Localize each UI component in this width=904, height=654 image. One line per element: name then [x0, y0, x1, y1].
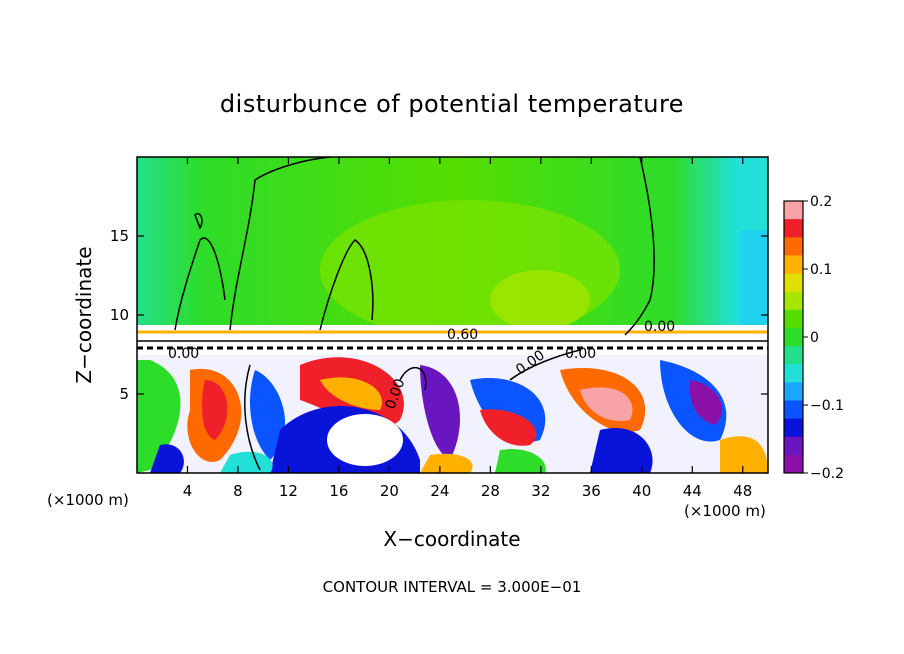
x-tick-label: 24 — [430, 482, 449, 500]
colorbar-tick-label: 0 — [810, 330, 819, 346]
contour-lines — [174, 157, 655, 471]
warm-core — [490, 270, 590, 330]
contour-label: 0.00 — [644, 319, 675, 335]
colorbar-tick-label: 0.1 — [810, 262, 832, 278]
colorbar-swatch — [784, 400, 803, 420]
colorbar-tick-label: −0.1 — [810, 398, 844, 414]
colorbar-swatch — [784, 237, 803, 256]
x-tick-label: 16 — [329, 482, 348, 500]
contour-label: 0.00 — [168, 346, 199, 362]
colorbar-swatch — [784, 346, 803, 365]
x-tick-label: 40 — [632, 482, 651, 500]
colorbar-swatch — [784, 327, 803, 347]
turbulence-blobs — [137, 357, 768, 473]
colorbar-swatch — [784, 454, 803, 474]
colorbar: 0.2 0.1 0 −0.1 −0.2 — [783, 194, 844, 482]
y-axis-label: Z−coordinate — [72, 246, 96, 383]
x-unit-label-right: (×1000 m) — [684, 502, 766, 520]
colorbar-swatch — [784, 201, 803, 220]
plot-area — [137, 157, 768, 473]
x-axis-label: X−coordinate — [383, 527, 520, 551]
colorbar-tick-label: −0.2 — [810, 466, 844, 482]
colorbar-swatch — [784, 382, 803, 401]
x-tick-label: 44 — [683, 482, 702, 500]
chart-title: disturbunce of potential temperature — [220, 90, 684, 118]
x-axis-ticks: 4 8 12 16 20 24 28 32 36 40 44 48 — [183, 157, 752, 500]
x-tick-label: 36 — [582, 482, 601, 500]
x-tick-label: 8 — [233, 482, 243, 500]
x-tick-label: 32 — [531, 482, 550, 500]
x-tick-label: 4 — [183, 482, 193, 500]
x-tick-label: 28 — [481, 482, 500, 500]
x-tick-label: 20 — [380, 482, 399, 500]
colorbar-swatch — [784, 309, 803, 329]
colorbar-swatch — [784, 273, 803, 293]
cold-edge-right — [740, 230, 768, 330]
x-unit-label-left: (×1000 m) — [47, 491, 129, 509]
colorbar-swatch — [784, 219, 803, 238]
colorbar-swatch — [784, 436, 803, 456]
contour-label: 0.60 — [447, 327, 478, 343]
y-axis-ticks: 5 10 15 — [110, 227, 768, 403]
y-tick-label: 15 — [110, 227, 129, 245]
colorbar-swatch — [784, 255, 803, 275]
y-tick-label: 5 — [119, 385, 129, 403]
inversion-band — [137, 325, 768, 355]
colorbar-swatch — [784, 418, 803, 438]
colorbar-tick-label: 0.2 — [810, 194, 832, 210]
colorbar-swatch — [784, 291, 803, 311]
x-tick-label: 12 — [279, 482, 298, 500]
colorbar-swatch — [784, 364, 803, 383]
contour-interval-note: CONTOUR INTERVAL = 3.000E−01 — [323, 578, 582, 596]
x-tick-label: 48 — [733, 482, 752, 500]
contour-label: 0.00 — [565, 346, 596, 362]
y-tick-label: 10 — [110, 306, 129, 324]
